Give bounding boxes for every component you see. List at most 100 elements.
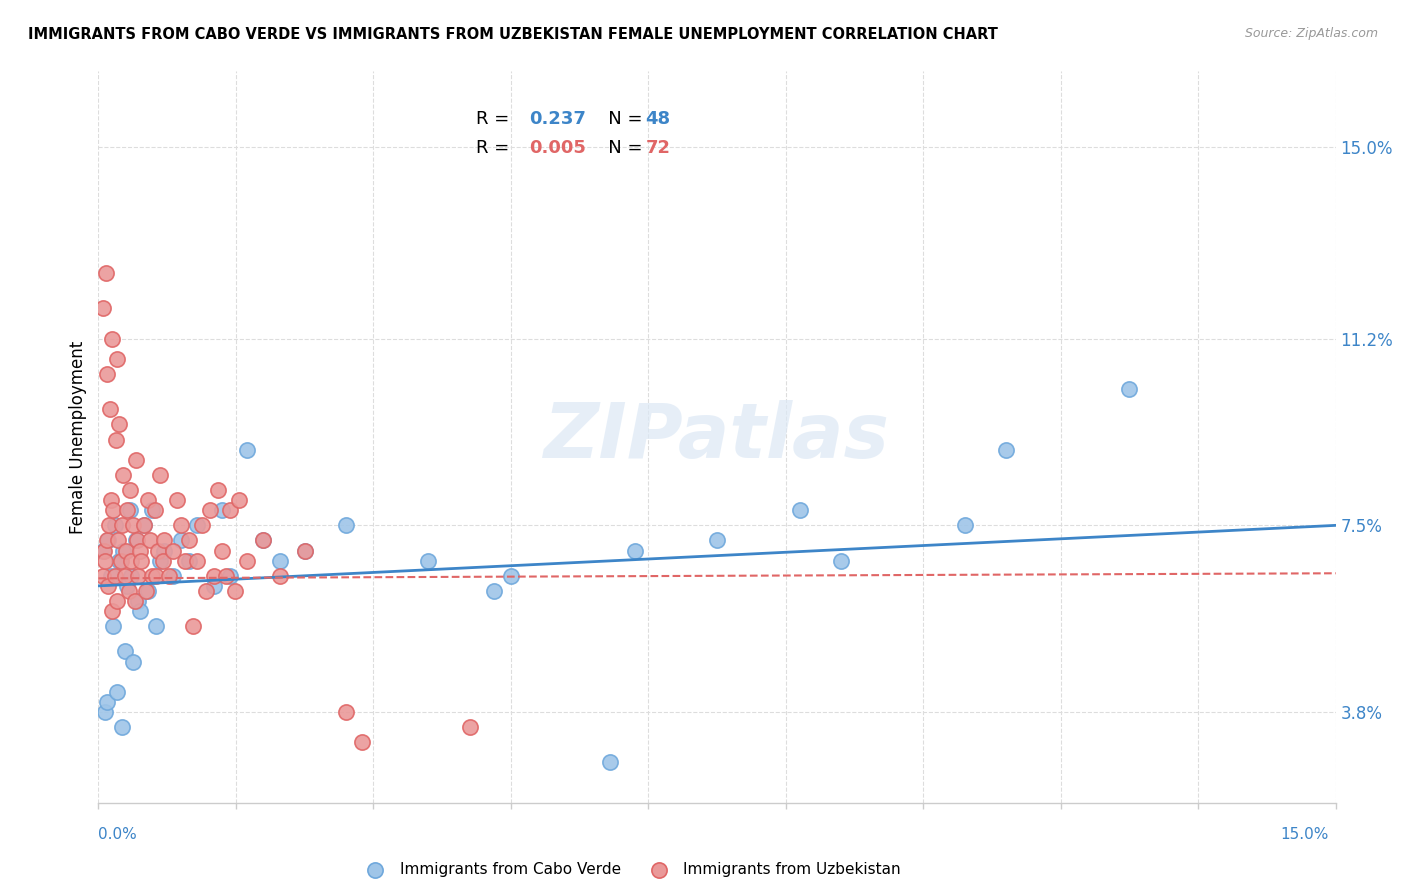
Point <box>224 583 246 598</box>
Point <box>105 685 128 699</box>
Point <box>599 756 621 770</box>
Point <box>108 554 131 568</box>
Point <box>100 569 122 583</box>
Point <box>112 543 135 558</box>
Point <box>122 518 145 533</box>
Point <box>97 533 120 548</box>
Point <box>153 543 176 558</box>
Text: 72: 72 <box>645 139 671 157</box>
Point <box>94 705 117 719</box>
Point <box>103 503 125 517</box>
Point <box>118 503 141 517</box>
Point <box>335 705 357 719</box>
Point <box>211 543 233 558</box>
Point <box>153 533 176 548</box>
Point <box>110 518 132 533</box>
Text: ZIPatlas: ZIPatlas <box>544 401 890 474</box>
Point <box>211 503 233 517</box>
Point <box>162 569 184 583</box>
Text: R =: R = <box>475 110 520 128</box>
Point <box>994 442 1017 457</box>
Point <box>207 483 229 497</box>
Point <box>91 543 114 558</box>
Point <box>149 467 172 482</box>
Point <box>458 720 481 734</box>
Text: IMMIGRANTS FROM CABO VERDE VS IMMIGRANTS FROM UZBEKISTAN FEMALE UNEMPLOYMENT COR: IMMIGRANTS FROM CABO VERDE VS IMMIGRANTS… <box>28 27 998 42</box>
Point <box>145 619 167 633</box>
Point <box>117 579 139 593</box>
Point <box>194 583 217 598</box>
Point <box>252 533 274 548</box>
Point <box>127 569 149 583</box>
Point <box>132 518 155 533</box>
Point <box>294 543 316 558</box>
Point <box>623 543 645 558</box>
Y-axis label: Female Unemployment: Female Unemployment <box>69 341 87 533</box>
Point <box>186 554 208 568</box>
Point <box>94 554 117 568</box>
Text: N =: N = <box>591 110 648 128</box>
Point <box>179 554 201 568</box>
Point <box>418 554 440 568</box>
Point <box>706 533 728 548</box>
Point <box>141 569 163 583</box>
Point <box>114 543 136 558</box>
Point <box>127 533 149 548</box>
Point <box>269 569 291 583</box>
Point <box>108 417 131 432</box>
Point <box>219 503 242 517</box>
Point <box>141 503 163 517</box>
Point <box>146 543 169 558</box>
Point <box>96 695 118 709</box>
Point <box>132 518 155 533</box>
Point <box>97 579 120 593</box>
Point <box>143 503 166 517</box>
Point <box>252 533 274 548</box>
Point <box>96 533 118 548</box>
Point <box>215 569 238 583</box>
Point <box>96 367 118 381</box>
Point <box>114 644 136 658</box>
Point <box>93 543 115 558</box>
Point <box>166 493 188 508</box>
Point <box>100 604 122 618</box>
Point <box>294 543 316 558</box>
Point <box>104 518 127 533</box>
Point <box>124 594 146 608</box>
Point <box>98 402 121 417</box>
Point <box>107 533 129 548</box>
Point <box>124 533 146 548</box>
Point <box>93 301 115 316</box>
Point <box>228 493 250 508</box>
Point <box>118 583 141 598</box>
Point <box>499 569 522 583</box>
Point <box>118 483 141 497</box>
Point <box>131 554 153 568</box>
Point <box>174 554 197 568</box>
Text: 15.0%: 15.0% <box>1281 827 1329 841</box>
Point <box>110 720 132 734</box>
Point <box>103 619 125 633</box>
Point <box>186 518 208 533</box>
Text: N =: N = <box>591 139 648 157</box>
Point <box>1118 382 1140 396</box>
Point <box>128 543 150 558</box>
Point <box>112 467 135 482</box>
Point <box>170 533 193 548</box>
Point <box>157 569 180 583</box>
Point <box>136 583 159 598</box>
Point <box>145 569 167 583</box>
Point <box>236 554 259 568</box>
Point <box>117 503 139 517</box>
Point <box>789 503 811 517</box>
Point <box>190 518 212 533</box>
Point <box>202 569 225 583</box>
Point <box>830 554 852 568</box>
Point <box>120 554 142 568</box>
Point <box>269 554 291 568</box>
Text: 48: 48 <box>645 110 671 128</box>
Point <box>335 518 357 533</box>
Point <box>149 554 172 568</box>
Point <box>202 579 225 593</box>
Point <box>953 518 976 533</box>
